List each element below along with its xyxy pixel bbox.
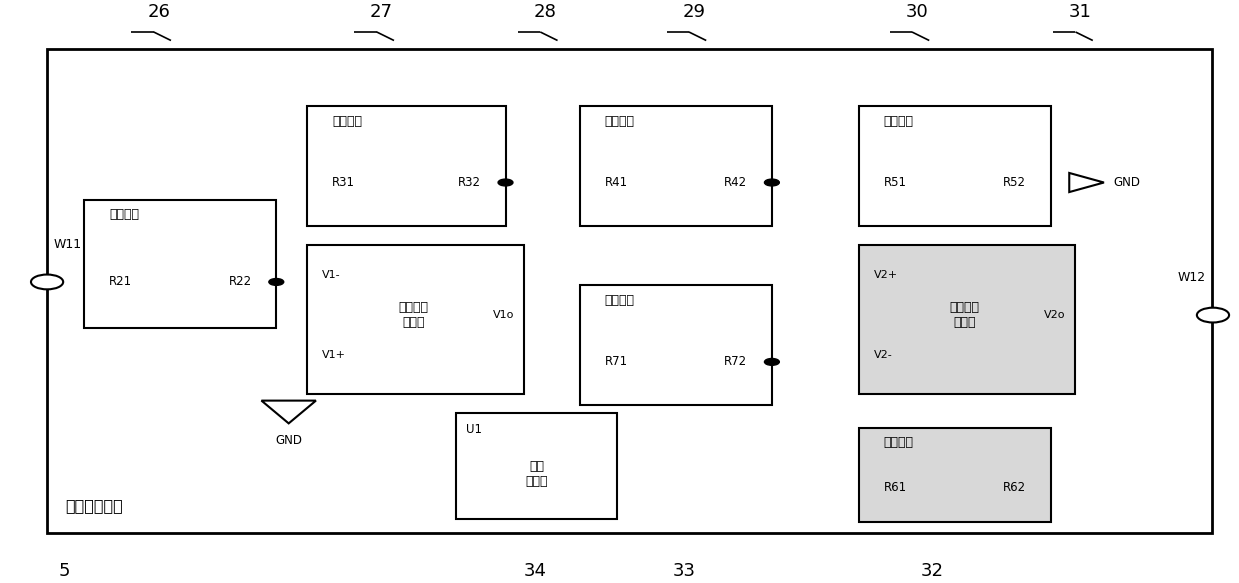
Text: V1-: V1- [322,270,341,280]
Text: R41: R41 [605,176,628,189]
Circle shape [1197,308,1229,322]
Text: 第一运算模块: 第一运算模块 [66,498,124,513]
Circle shape [31,275,63,289]
Text: U1: U1 [466,423,482,436]
FancyBboxPatch shape [580,106,772,226]
Text: R62: R62 [1002,482,1026,494]
FancyBboxPatch shape [47,49,1212,533]
Text: V1o: V1o [493,310,514,320]
Text: 第七电阵: 第七电阵 [605,294,634,307]
FancyBboxPatch shape [859,428,1051,522]
Text: R32: R32 [457,176,481,189]
Text: W12: W12 [1177,271,1206,284]
Text: R42: R42 [724,176,747,189]
Text: 第六电阵: 第六电阵 [883,436,913,449]
Text: 28: 28 [534,3,556,21]
Polygon shape [261,401,316,423]
Text: V2+: V2+ [873,270,897,280]
Text: 第一运算
放大器: 第一运算 放大器 [399,301,429,329]
Text: 第二运算
放大器: 第二运算 放大器 [949,301,980,329]
Text: 33: 33 [673,562,695,580]
Text: 第四电阵: 第四电阵 [605,114,634,128]
Text: R51: R51 [883,176,907,189]
Text: V2-: V2- [873,350,892,360]
Text: R71: R71 [605,356,628,368]
FancyBboxPatch shape [859,245,1075,394]
Polygon shape [1069,173,1104,192]
Text: R61: R61 [883,482,907,494]
Text: V2o: V2o [1044,310,1066,320]
FancyBboxPatch shape [307,245,524,394]
Circle shape [498,179,513,186]
FancyBboxPatch shape [84,200,276,328]
Text: 30: 30 [906,3,928,21]
Text: GND: GND [275,434,302,447]
Text: R72: R72 [724,356,747,368]
Text: R31: R31 [332,176,356,189]
Text: 31: 31 [1069,3,1092,21]
FancyBboxPatch shape [580,285,772,405]
Text: 26: 26 [147,3,170,21]
Text: 第一
电压源: 第一 电压源 [525,459,548,487]
Text: 第三电阵: 第三电阵 [332,114,362,128]
Text: GND: GND [1114,176,1141,189]
Text: 5: 5 [58,562,71,580]
Text: W11: W11 [53,238,82,251]
Text: 32: 32 [921,562,943,580]
Text: 29: 29 [683,3,705,21]
Text: R22: R22 [228,275,252,289]
FancyBboxPatch shape [859,106,1051,226]
Text: 27: 27 [370,3,393,21]
Circle shape [764,179,779,186]
Text: 第二电阵: 第二电阵 [109,209,139,222]
Text: R52: R52 [1002,176,1026,189]
Text: V1+: V1+ [322,350,346,360]
Circle shape [269,279,284,285]
Text: R21: R21 [109,275,133,289]
Text: 第五电阵: 第五电阵 [883,114,913,128]
Text: 34: 34 [524,562,546,580]
Circle shape [764,359,779,366]
FancyBboxPatch shape [456,413,617,519]
FancyBboxPatch shape [307,106,506,226]
